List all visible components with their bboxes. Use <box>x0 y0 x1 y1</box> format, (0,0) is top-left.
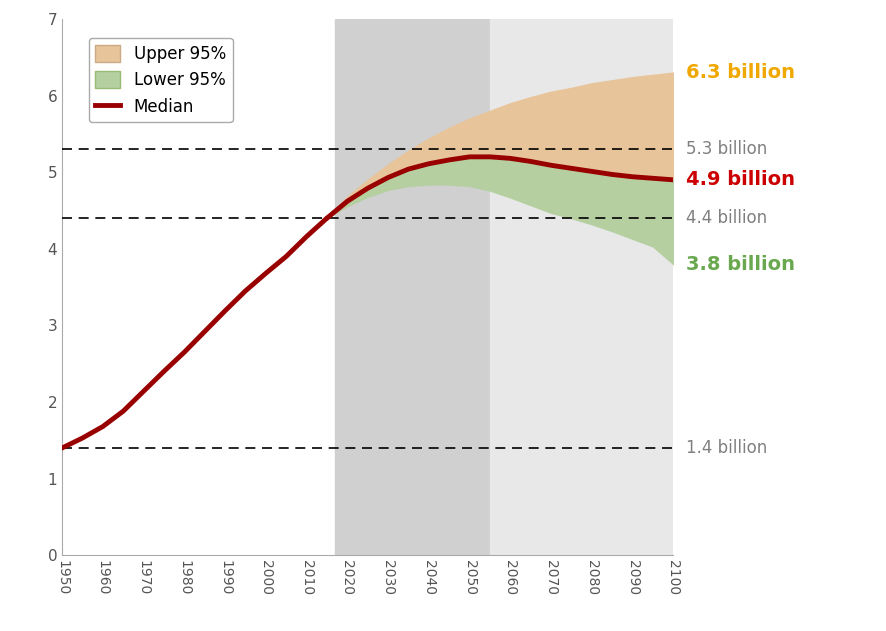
Bar <box>335 19 490 555</box>
Text: 5.3 billion: 5.3 billion <box>686 140 767 158</box>
Text: 1.4 billion: 1.4 billion <box>686 439 767 457</box>
Text: 4.4 billion: 4.4 billion <box>686 209 766 227</box>
Legend: Upper 95%, Lower 95%, Median: Upper 95%, Lower 95%, Median <box>89 38 233 122</box>
Text: 6.3 billion: 6.3 billion <box>686 63 795 82</box>
Text: 4.9 billion: 4.9 billion <box>686 170 795 189</box>
Text: 3.8 billion: 3.8 billion <box>686 255 795 274</box>
Bar <box>490 19 673 555</box>
